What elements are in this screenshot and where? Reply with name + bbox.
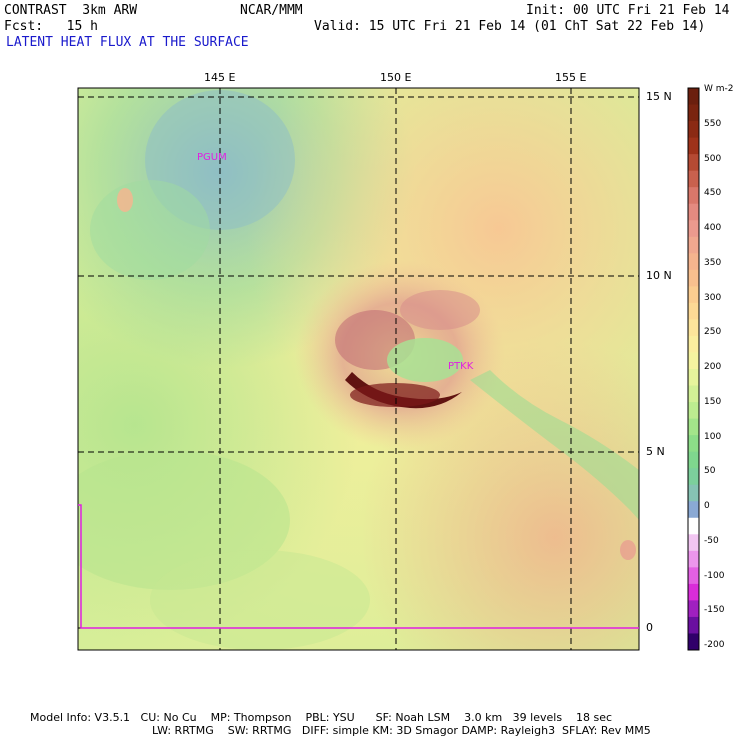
colorbar-swatch [688, 253, 699, 271]
colorbar-tick-label: 250 [704, 327, 722, 338]
colorbar-swatch [688, 319, 699, 337]
colorbar-tick-label: 500 [704, 153, 722, 164]
colorbar-tick-label: 350 [704, 257, 722, 268]
colorbar-swatch [688, 269, 699, 287]
colorbar-tick-label: 0 [704, 501, 710, 512]
colorbar-swatch [688, 286, 699, 304]
colorbar-tick-label: 400 [704, 223, 722, 234]
colorbar-swatch [688, 236, 699, 254]
colorbar-units: W m-2 [704, 84, 734, 94]
colorbar-swatch [688, 187, 699, 205]
colorbar-swatch [688, 517, 699, 535]
colorbar-frame [687, 87, 700, 651]
colorbar-swatch [688, 435, 699, 453]
colorbar-swatch [688, 121, 699, 139]
colorbar-swatch [688, 451, 699, 469]
field-title: LATENT HEAT FLUX AT THE SURFACE [6, 35, 249, 50]
colorbar-swatch [688, 104, 699, 122]
colorbar-swatch [688, 170, 699, 188]
colorbar-swatch [688, 616, 699, 634]
colorbar-swatch [688, 534, 699, 552]
colorbar-swatch [688, 583, 699, 601]
map-frame [77, 87, 640, 651]
valid-time: Valid: 15 UTC Fri 21 Feb 14 (01 ChT Sat … [314, 19, 706, 34]
colorbar-swatch [688, 154, 699, 172]
colorbar-swatch [688, 369, 699, 387]
colorbar-swatch [688, 633, 699, 651]
colorbar-swatch [688, 352, 699, 370]
lon-label-150: 150 E [380, 71, 412, 84]
colorbar-tick-label: -200 [704, 640, 725, 650]
lat-label-0: 0 [646, 621, 653, 634]
colorbar-swatch [688, 335, 699, 353]
colorbar-swatch [688, 418, 699, 436]
model-info-line1: Model Info: V3.5.1 CU: No Cu MP: Thompso… [30, 711, 613, 724]
colorbar-tick-label: 200 [704, 362, 722, 373]
colorbar-swatch [688, 88, 699, 106]
lon-label-145: 145 E [204, 71, 236, 84]
colorbar [688, 88, 699, 651]
colorbar-swatch [688, 302, 699, 320]
colorbar-swatch [688, 468, 699, 486]
colorbar-swatch [688, 137, 699, 155]
colorbar-swatch [688, 501, 699, 519]
colorbar-swatch [688, 203, 699, 221]
colorbar-swatch [688, 385, 699, 403]
region-boundary [78, 504, 639, 629]
colorbar-tick-label: 300 [704, 292, 722, 303]
station-ptkk: PTKK [448, 361, 474, 372]
model-info-line2: LW: RRTMG SW: RRTMG DIFF: simple KM: 3D … [152, 724, 651, 737]
init-time: Init: 00 UTC Fri 21 Feb 14 [526, 3, 730, 18]
colorbar-tick-label: 550 [704, 119, 722, 129]
colorbar-tick-label: 150 [704, 396, 722, 407]
lat-label-15n: 15 N [646, 90, 672, 103]
colorbar-tick-label: 50 [704, 466, 716, 477]
colorbar-swatch [688, 550, 699, 568]
colorbar-swatch [688, 600, 699, 618]
colorbar-tick-label: -100 [704, 570, 725, 581]
lat-label-10n: 10 N [646, 269, 672, 282]
forecast-hour: Fcst: 15 h [4, 19, 98, 34]
station-pgum: PGUM [197, 152, 227, 163]
colorbar-tick-label: 450 [704, 188, 722, 199]
colorbar-swatch [688, 567, 699, 585]
org-name: NCAR/MMM [240, 3, 303, 18]
colorbar-swatch [688, 484, 699, 502]
lon-label-155: 155 E [555, 71, 587, 84]
flux-field [78, 88, 639, 650]
colorbar-tick-label: -50 [704, 535, 719, 546]
colorbar-tick-label: -150 [704, 605, 725, 616]
colorbar-swatch [688, 402, 699, 420]
colorbar-swatch [688, 220, 699, 238]
lat-label-5n: 5 N [646, 445, 665, 458]
model-name: CONTRAST 3km ARW [4, 3, 138, 18]
colorbar-tick-label: 100 [704, 431, 722, 442]
